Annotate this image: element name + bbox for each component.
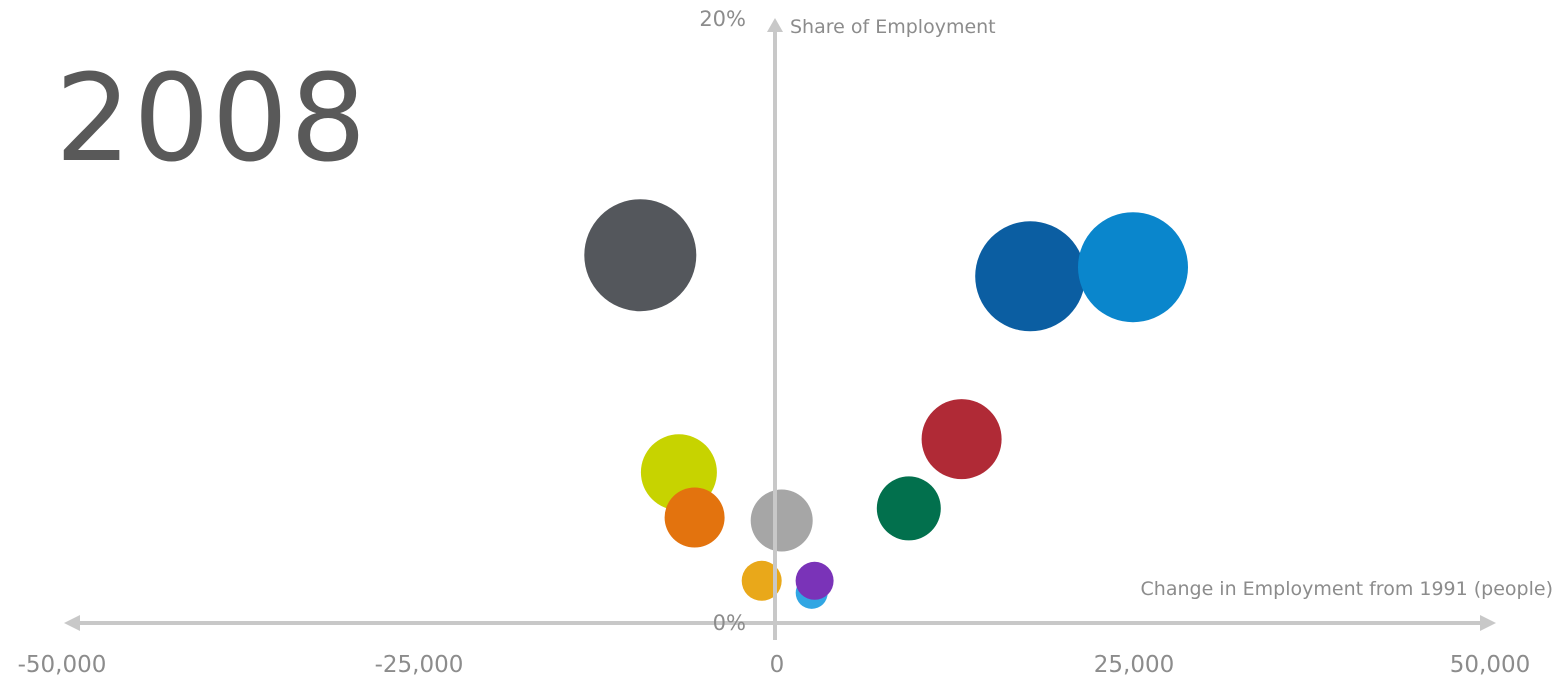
year-label: 2008 <box>55 50 369 189</box>
bubble-11 <box>795 561 834 600</box>
bubble-2 <box>975 221 1086 332</box>
y-axis-title: Share of Employment <box>790 16 996 38</box>
x-tick-label: 0 <box>770 652 785 678</box>
x-tick-label: 25,000 <box>1094 652 1174 678</box>
y-tick-zero: 0% <box>713 611 746 635</box>
bubble-layer <box>584 199 1188 609</box>
x-axis-title: Change in Employment from 1991 (people) <box>1141 578 1553 600</box>
bubble-1 <box>584 199 697 312</box>
bubble-8 <box>750 489 813 552</box>
x-axis-right-arrow <box>1480 615 1496 631</box>
y-tick-max: 20% <box>699 7 746 31</box>
x-tick-label: 50,000 <box>1450 652 1530 678</box>
bubble-6 <box>876 476 941 541</box>
x-axis-left-arrow <box>64 615 80 631</box>
bubble-3 <box>1078 212 1188 323</box>
bubble-7 <box>664 487 725 548</box>
bubble-4 <box>921 399 1002 480</box>
bubble-9 <box>741 560 782 601</box>
x-tick-label: -25,000 <box>375 652 464 678</box>
y-axis-top-arrow <box>767 18 783 32</box>
x-tick-label: -50,000 <box>18 652 107 678</box>
